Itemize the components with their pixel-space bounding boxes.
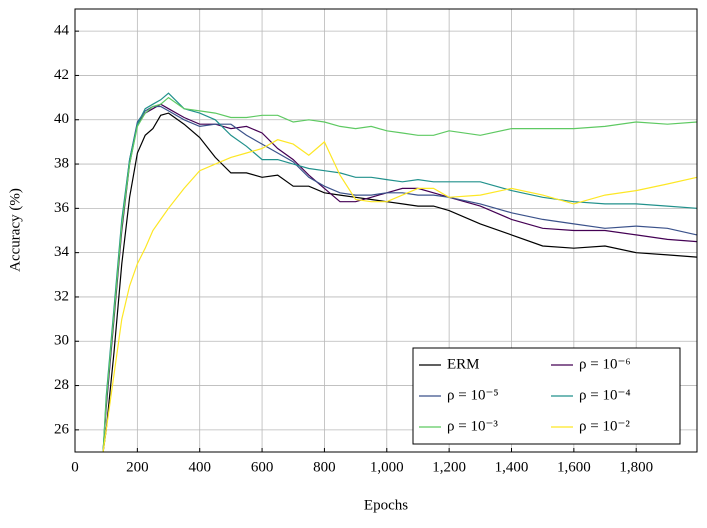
- y-tick-label: 40: [54, 111, 69, 127]
- legend-label: ρ = 10⁻⁶: [579, 356, 631, 372]
- series-line: [102, 112, 698, 453]
- y-tick-label: 34: [54, 244, 70, 260]
- legend: ERM ρ = 10⁻⁶ ρ = 10⁻⁵ ρ = 10⁻⁴ ρ = 10⁻³ ρ = 1…: [412, 347, 681, 445]
- series-line: [102, 96, 698, 453]
- lines: [102, 92, 698, 453]
- legend-label: ρ = 10⁻⁵: [447, 387, 499, 403]
- plot-frame: [74, 8, 698, 453]
- y-tick-label: 32: [54, 288, 69, 304]
- x-axis-label: Epochs: [364, 497, 408, 513]
- x-tick-label: 600: [251, 459, 274, 475]
- grid: [74, 9, 697, 452]
- y-tick-label: 38: [54, 155, 69, 171]
- y-tick-label: 26: [54, 421, 70, 437]
- y-tick-label: 28: [54, 377, 69, 393]
- series-line: [102, 139, 698, 453]
- ticks: 0 200 400 600 800 1,000 1,200 1,400 1,600 1,800 26…: [54, 23, 653, 476]
- x-tick-label: 1,200: [432, 459, 466, 475]
- x-tick-label: 200: [126, 459, 149, 475]
- legend-label: ρ = 10⁻³: [447, 418, 498, 434]
- y-tick-label: 36: [54, 200, 70, 216]
- series-line: [102, 105, 698, 453]
- y-axis-label: Accuracy (%): [7, 188, 23, 272]
- x-tick-label: 0: [71, 459, 79, 475]
- legend-label: ρ = 10⁻⁴: [579, 387, 631, 403]
- x-tick-label: 1,800: [619, 459, 653, 475]
- legend-label: ρ = 10⁻²: [579, 418, 630, 434]
- y-tick-label: 42: [54, 67, 69, 83]
- y-tick-label: 30: [54, 333, 69, 349]
- series-line: [102, 92, 698, 453]
- x-tick-label: 800: [313, 459, 336, 475]
- legend-box: [412, 347, 681, 445]
- x-tick-label: 1,400: [495, 459, 529, 475]
- x-tick-label: 400: [188, 459, 211, 475]
- x-tick-label: 1,600: [557, 459, 591, 475]
- legend-label: ERM: [447, 356, 480, 372]
- y-tick-label: 44: [54, 23, 70, 39]
- x-tick-label: 1,000: [370, 459, 404, 475]
